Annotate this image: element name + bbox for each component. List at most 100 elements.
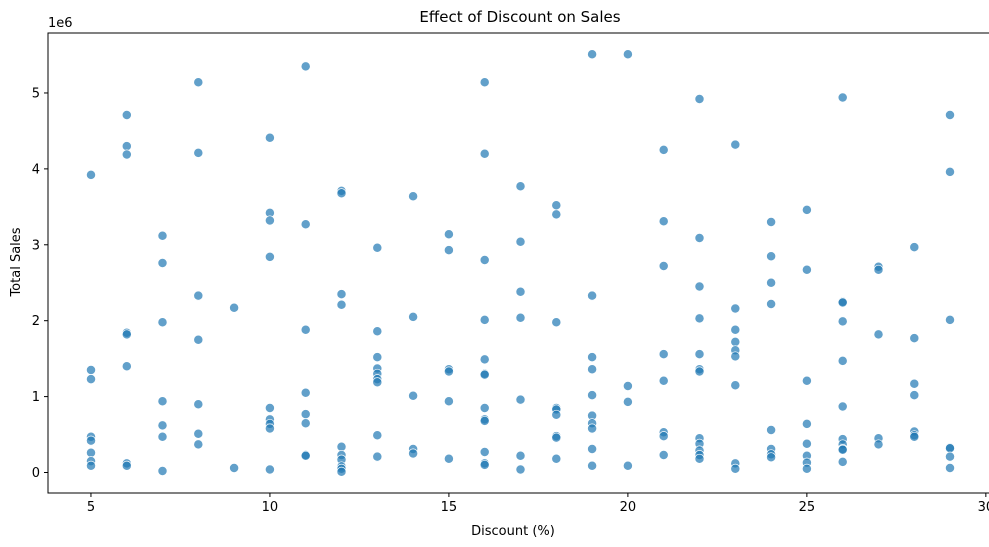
data-point: [408, 311, 419, 322]
data-point: [479, 255, 490, 265]
data-point: [264, 423, 275, 434]
data-point: [766, 277, 777, 288]
data-point: [86, 435, 96, 446]
data-point: [801, 438, 812, 449]
data-point: [730, 336, 741, 347]
data-point: [658, 375, 669, 386]
data-point: [300, 61, 311, 72]
data-point: [336, 289, 347, 300]
data-point: [157, 258, 168, 268]
data-point: [515, 312, 526, 323]
data-point: [479, 148, 490, 159]
x-tick-label: 5: [87, 500, 95, 515]
data-point: [801, 375, 812, 386]
data-point: [658, 261, 669, 271]
data-point: [121, 110, 132, 120]
data-point: [766, 251, 777, 262]
data-point: [837, 355, 848, 366]
data-point: [694, 313, 705, 324]
data-point: [766, 425, 777, 435]
data-point: [372, 451, 383, 462]
data-point: [658, 144, 669, 155]
data-point: [479, 369, 490, 380]
data-point: [157, 317, 168, 328]
data-point: [945, 451, 955, 462]
data-point: [873, 329, 884, 340]
data-point: [909, 390, 920, 401]
data-point: [336, 441, 347, 452]
data-point: [945, 463, 955, 473]
data-point: [730, 324, 741, 335]
data-point: [264, 403, 275, 413]
data-point: [587, 460, 598, 471]
data-point: [873, 264, 884, 275]
data-point: [766, 299, 777, 309]
data-point: [551, 317, 562, 328]
data-point: [443, 453, 454, 464]
data-point: [121, 361, 132, 372]
data-point: [479, 403, 490, 413]
data-point: [193, 77, 204, 88]
data-point: [730, 139, 741, 150]
data-point: [408, 390, 419, 401]
data-point: [801, 264, 812, 275]
data-point: [443, 245, 454, 256]
data-point: [336, 299, 347, 310]
data-point: [86, 169, 96, 180]
y-tick-label: 3: [32, 238, 40, 253]
data-point: [157, 431, 168, 442]
data-point: [157, 230, 168, 241]
data-point: [193, 147, 204, 158]
data-point: [837, 401, 848, 412]
data-point: [443, 396, 454, 407]
data-point: [515, 236, 526, 247]
data-point: [372, 430, 383, 441]
data-point: [622, 460, 633, 471]
data-point: [372, 242, 383, 253]
data-point: [622, 49, 633, 60]
data-point: [121, 141, 132, 152]
data-point: [945, 110, 955, 120]
data-point: [837, 297, 848, 308]
data-point: [837, 456, 848, 467]
data-point: [694, 233, 705, 243]
plot-frame: [47, 32, 989, 494]
data-point: [658, 431, 669, 442]
data-point: [86, 460, 96, 471]
data-point: [587, 390, 598, 401]
data-point: [157, 396, 168, 407]
data-point: [193, 399, 204, 410]
data-point: [229, 302, 240, 313]
data-point: [157, 466, 168, 476]
data-point: [515, 286, 526, 297]
data-point: [372, 352, 383, 363]
y-axis-offset-label: 1e6: [48, 16, 73, 31]
data-point: [86, 447, 96, 458]
data-point: [515, 450, 526, 461]
data-point: [372, 377, 383, 388]
x-tick-label: 25: [799, 500, 816, 515]
data-point: [658, 349, 669, 360]
data-point: [622, 381, 633, 391]
data-point: [909, 242, 920, 253]
data-point: [479, 354, 490, 365]
data-point: [300, 409, 311, 420]
data-point: [479, 77, 490, 88]
data-point: [551, 409, 562, 420]
data-point: [479, 459, 490, 470]
data-point: [587, 364, 598, 375]
data-point: [587, 423, 598, 434]
data-point: [479, 447, 490, 457]
data-point: [730, 351, 741, 362]
data-point: [86, 365, 96, 375]
data-point: [157, 420, 168, 431]
data-point: [479, 415, 490, 426]
data-point: [121, 460, 132, 471]
data-point: [694, 366, 705, 377]
data-point: [336, 466, 347, 477]
data-point: [909, 431, 920, 442]
data-point: [658, 450, 669, 460]
data-point: [694, 453, 705, 464]
y-axis-ticks: 0 1 2 3 4 5: [32, 86, 48, 481]
data-point: [121, 329, 132, 340]
